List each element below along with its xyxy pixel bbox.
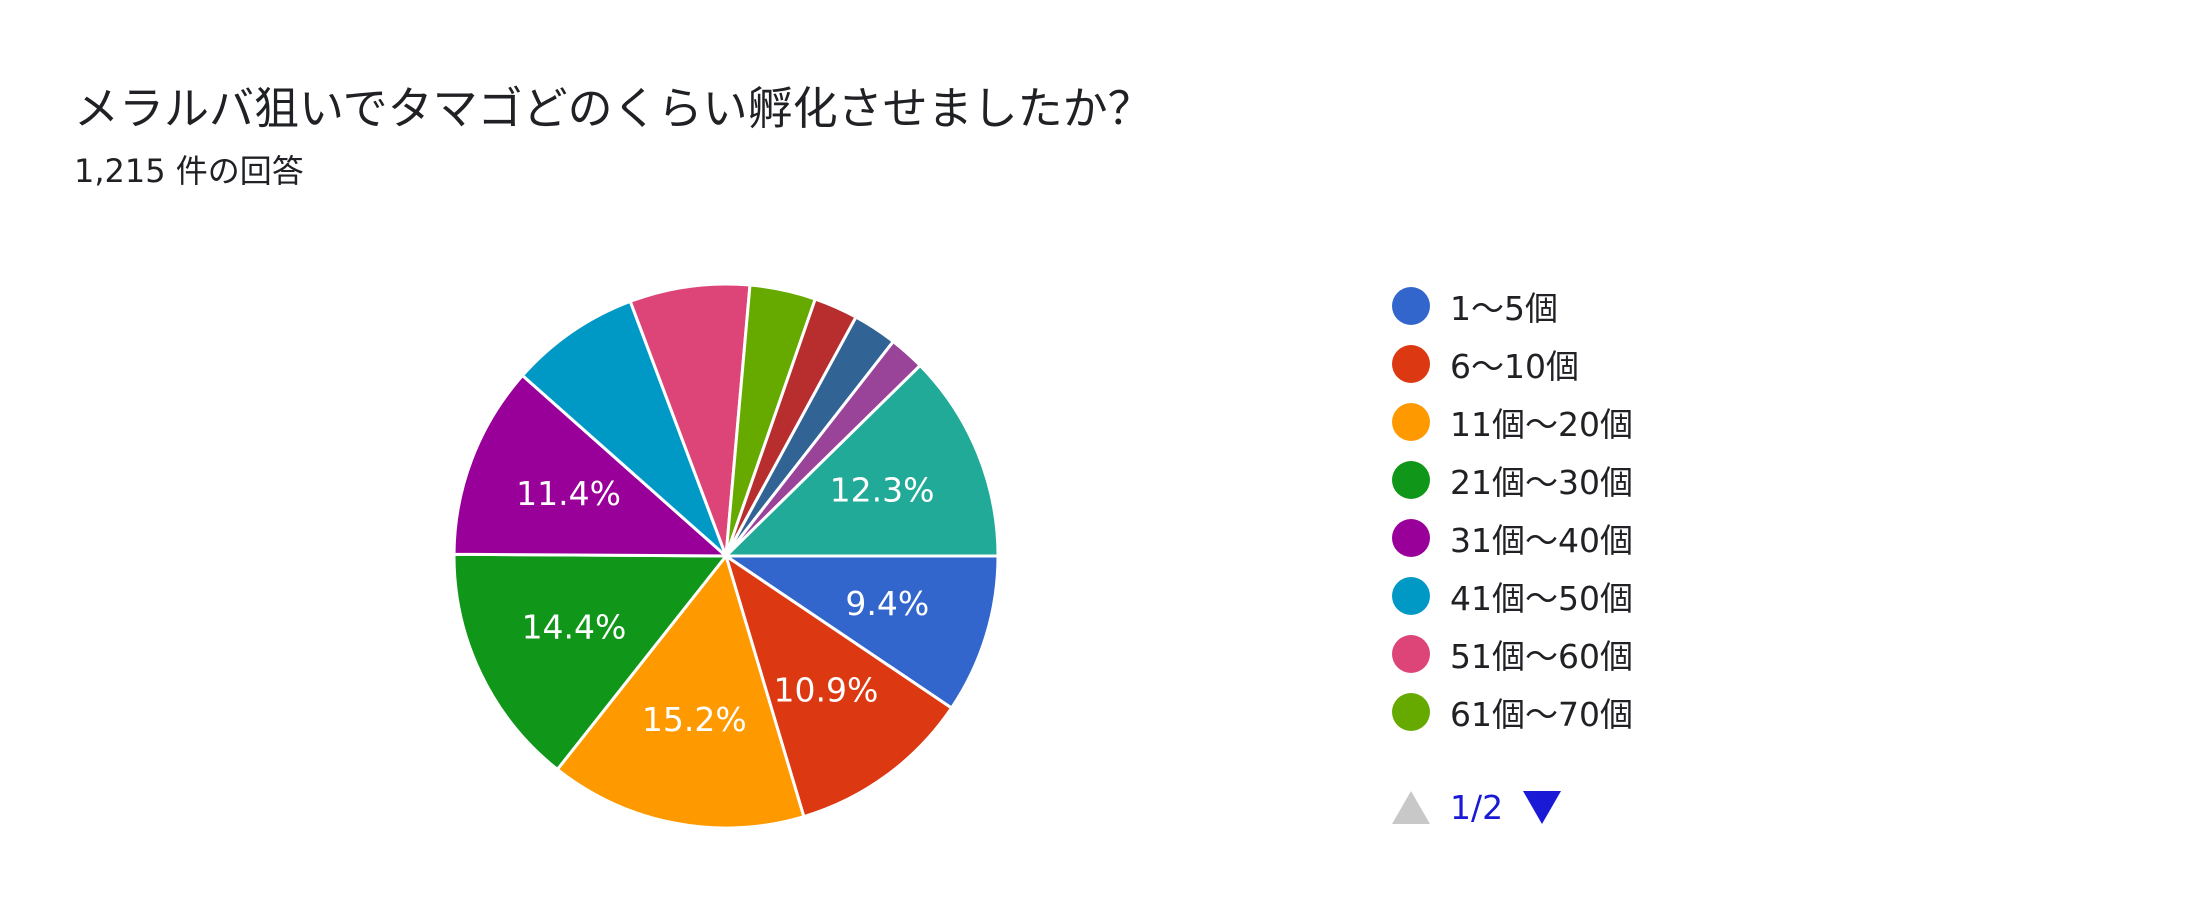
pie-slice[interactable] bbox=[628, 282, 752, 557]
slice-percent-label: 15.2% bbox=[642, 700, 747, 739]
pie-slice[interactable] bbox=[555, 552, 806, 830]
legend-item[interactable]: 61個〜70個 bbox=[1392, 683, 1633, 741]
legend-swatch bbox=[1392, 345, 1430, 383]
legend-swatch bbox=[1392, 403, 1430, 441]
next-page-icon[interactable] bbox=[1523, 791, 1562, 824]
slice-percent-label: 9.4% bbox=[845, 584, 929, 623]
page-indicator: 1/2 bbox=[1450, 788, 1504, 827]
slice-percent-label: 11.4% bbox=[516, 474, 621, 513]
legend-item[interactable]: 21個〜30個 bbox=[1392, 451, 1633, 509]
legend-swatch bbox=[1392, 693, 1430, 731]
slice-percent-label: 10.9% bbox=[773, 670, 878, 709]
pie-slice[interactable] bbox=[520, 299, 728, 558]
legend-item[interactable]: 6〜10個 bbox=[1392, 335, 1633, 393]
pie-slice[interactable] bbox=[452, 373, 730, 558]
legend-label: 6〜10個 bbox=[1450, 347, 1579, 386]
legend-label: 41個〜50個 bbox=[1450, 579, 1633, 618]
legend-swatch bbox=[1392, 519, 1430, 557]
legend-item[interactable]: 51個〜60個 bbox=[1392, 625, 1633, 683]
legend-swatch bbox=[1392, 287, 1430, 325]
legend-label: 1〜5個 bbox=[1450, 289, 1558, 328]
legend-item[interactable]: 31個〜40個 bbox=[1392, 509, 1633, 567]
previous-page-icon[interactable] bbox=[1392, 791, 1430, 824]
legend-item[interactable]: 1〜5個 bbox=[1392, 277, 1633, 335]
chart-title: メラルバ狙いでタマゴどのくらい孵化させましたか？ bbox=[74, 82, 1153, 135]
legend-swatch bbox=[1392, 635, 1430, 673]
legend-label: 31個〜40個 bbox=[1450, 521, 1633, 560]
response-count: 1,215 件の回答 bbox=[74, 152, 304, 190]
legend-pager: 1/2 bbox=[1392, 788, 1562, 827]
slice-percent-label: 14.4% bbox=[522, 608, 627, 647]
legend-label: 51個〜60個 bbox=[1450, 637, 1633, 676]
chart-legend: 1〜5個 6〜10個 11個〜20個 21個〜30個 31個〜40個 41個〜50個 51個… bbox=[1392, 277, 1633, 741]
legend-swatch bbox=[1392, 461, 1430, 499]
pie-slice[interactable] bbox=[721, 554, 1000, 711]
legend-label: 21個〜30個 bbox=[1450, 463, 1633, 502]
pie-slice[interactable] bbox=[723, 552, 954, 819]
pie-slice[interactable] bbox=[452, 552, 730, 772]
legend-label: 61個〜70個 bbox=[1450, 695, 1633, 734]
legend-swatch bbox=[1392, 577, 1430, 615]
legend-item[interactable]: 41個〜50個 bbox=[1392, 567, 1633, 625]
legend-item[interactable]: 11個〜20個 bbox=[1392, 393, 1633, 451]
legend-label: 11個〜20個 bbox=[1450, 405, 1633, 444]
pie-slice[interactable] bbox=[722, 363, 1000, 558]
slice-percent-label: 12.3% bbox=[830, 471, 935, 510]
